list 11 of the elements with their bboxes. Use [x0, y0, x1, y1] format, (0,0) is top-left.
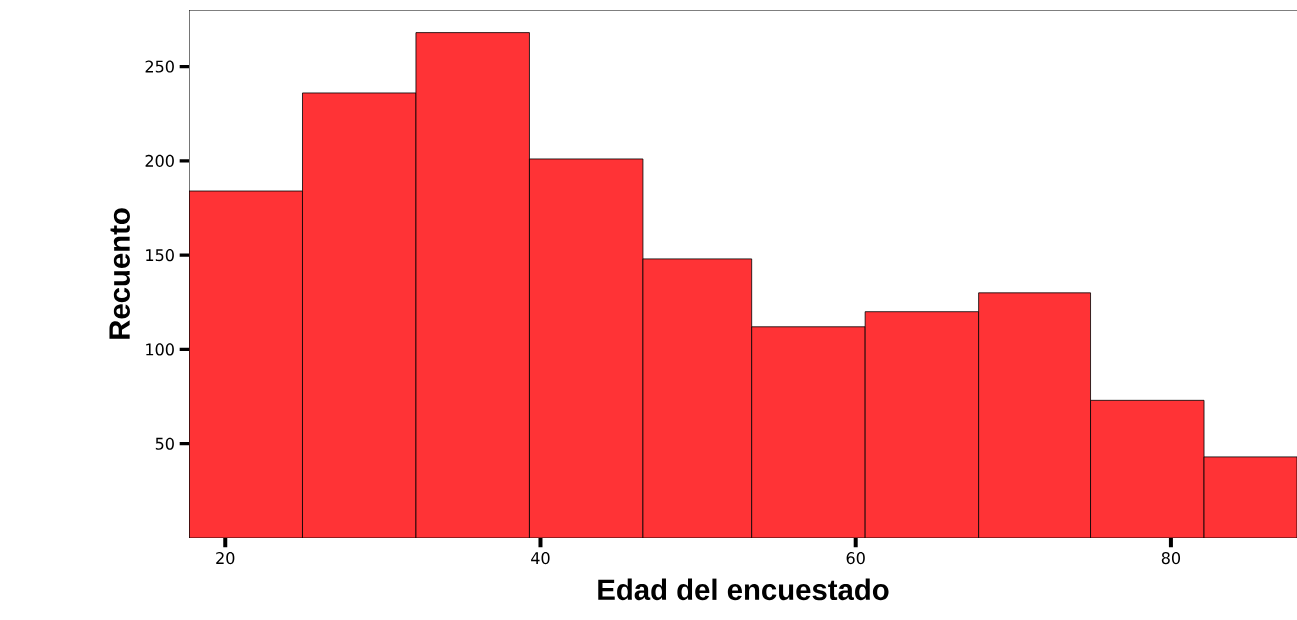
- x-tick-label: 60: [846, 552, 865, 565]
- y-axis-title: Recuento: [109, 208, 130, 339]
- x-axis-title: Edad del encuestado: [598, 578, 889, 601]
- x-tick-label: 40: [531, 552, 550, 565]
- y-tick-label: 250: [145, 60, 174, 73]
- y-tick-label: 100: [146, 343, 174, 356]
- y-tick-label: 200: [145, 154, 174, 167]
- y-tick-label: 50: [155, 437, 174, 450]
- y-tick-label: 150: [146, 249, 174, 262]
- x-tick-label: 80: [1161, 552, 1181, 565]
- x-tick-label: 20: [216, 552, 235, 565]
